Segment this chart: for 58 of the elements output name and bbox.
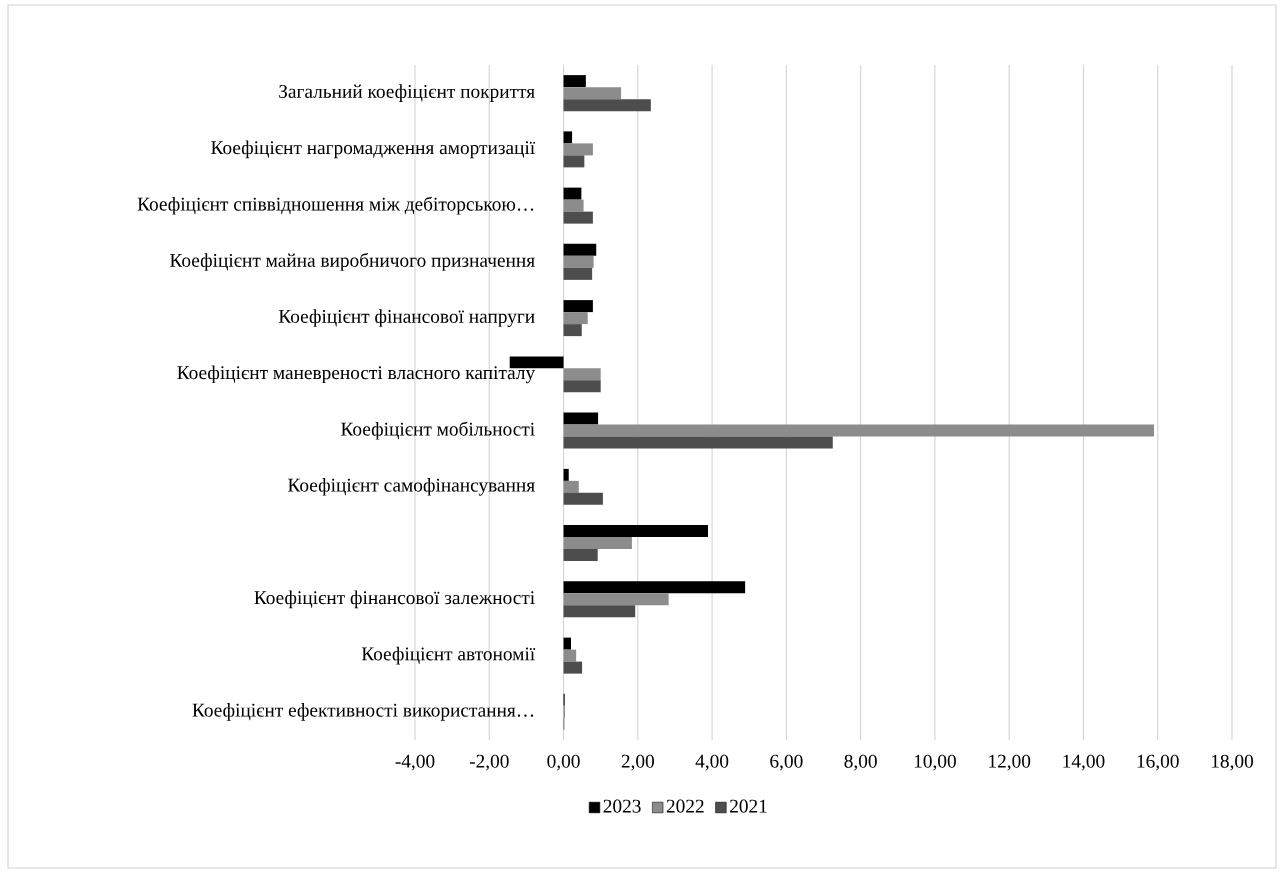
bar [563,75,586,88]
x-tick-label: 8,00 [844,754,877,771]
bar [563,480,579,493]
bar [563,412,599,425]
bar [563,99,651,112]
bar [563,312,588,325]
bar [563,380,601,393]
x-tick-label: -2,00 [469,754,509,771]
bar [563,211,593,224]
y-tick-label: Коефіцієнт самофінансування [288,478,535,496]
bar [563,468,569,481]
y-tick-label: Коефіцієнт майна виробничого призначення [170,252,535,271]
y-tick-label: Коефіцієнт фінансової залежності [254,590,535,609]
bar [563,537,632,550]
bar [563,324,582,337]
bar [563,243,597,256]
bar [563,155,585,168]
x-tick-label: 6,00 [770,754,803,771]
bar [563,300,593,313]
x-tick-label: 14,00 [1063,754,1105,771]
y-tick-label: Коефіцієнт нагромадження амортизації [211,140,536,159]
x-tick-label: -4,00 [395,754,435,771]
y-tick-label: Коефіцієнт мобільності [341,421,535,440]
bar [563,87,622,100]
bar [563,267,593,280]
bar [563,549,598,562]
bar [563,255,594,268]
bar [563,661,583,674]
legend-label: 2023 [603,799,641,813]
bar [563,368,601,381]
x-tick-label: 2,00 [621,754,654,771]
bar [563,424,1155,437]
legend-label: 2021 [730,799,767,813]
bar [563,649,577,662]
bar [563,593,669,606]
legend-label: 2022 [666,799,704,813]
x-tick-label: 10,00 [914,754,956,771]
bar [563,187,582,200]
bar [563,581,746,594]
bar [563,436,833,449]
y-tick-label: Коефіцієнт автономії [361,646,536,665]
x-tick-label: 0,00 [547,754,580,771]
bar [563,143,593,156]
x-tick-label: 18,00 [1211,754,1254,771]
bar [563,605,636,618]
y-tick-label: Загальний коефіцієнт покриття [279,84,535,102]
y-tick-label: Коефіцієнт ефективності використання… [192,703,534,721]
x-tick-label: 4,00 [695,754,729,771]
x-tick-label: 12,00 [989,754,1031,771]
bar [563,199,584,212]
x-tick-label: 16,00 [1137,754,1179,771]
bar [563,131,573,144]
y-tick-label: Коефіцієнт співвідношення між дебіторською… [137,196,534,215]
bar [563,525,708,538]
bar [563,492,603,505]
y-tick-label: Коефіцієнт маневреності власного капіталу [177,365,536,384]
bar [563,637,571,650]
y-tick-label: Коефіцієнт фінансової напруги [278,309,535,327]
